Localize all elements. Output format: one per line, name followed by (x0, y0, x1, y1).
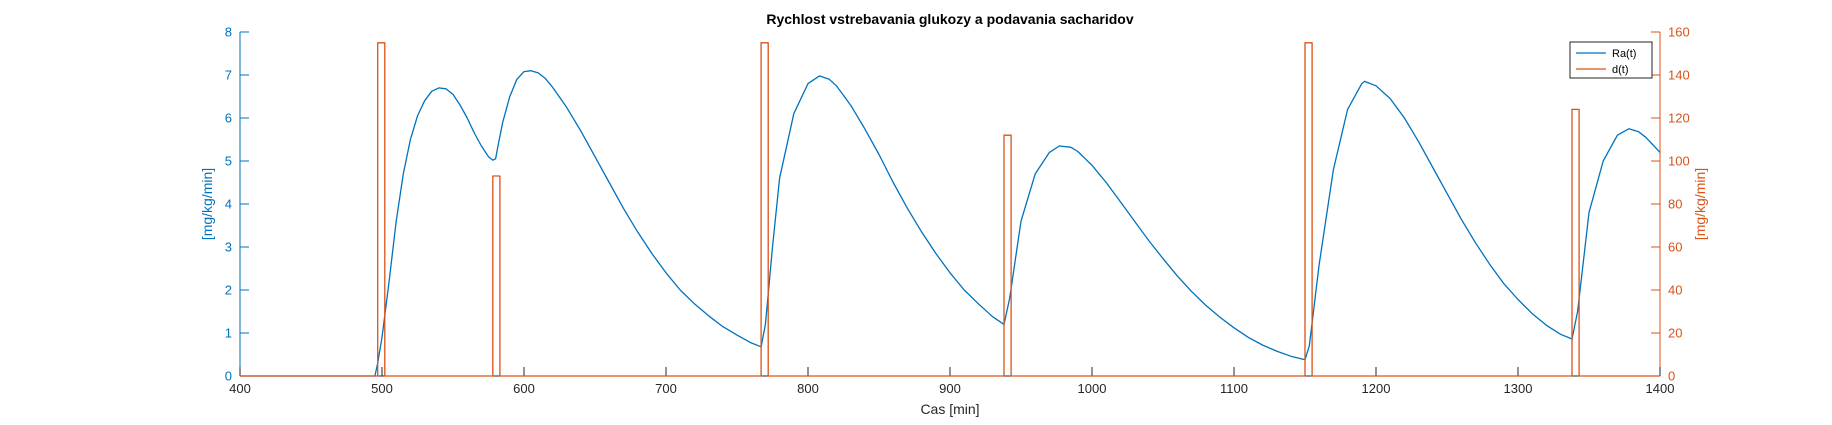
y-axis-left-label: [mg/kg/min] (199, 168, 215, 240)
y-right-tick-label: 140 (1668, 68, 1690, 83)
x-tick-label: 1400 (1646, 381, 1675, 396)
x-tick-label: 700 (655, 381, 677, 396)
series-line-d (240, 42, 1660, 377)
y-axis-right-label: [mg/kg/min] (1692, 168, 1708, 240)
x-tick-label: 1100 (1220, 381, 1248, 396)
x-tick-label: 1300 (1504, 381, 1533, 396)
y-left-tick-label: 3 (225, 240, 232, 255)
y-right-tick-label: 80 (1668, 197, 1682, 212)
x-tick-label: 900 (939, 381, 961, 396)
y-right-tick-label: 160 (1668, 25, 1690, 40)
legend-box (1569, 41, 1653, 79)
y-left-tick-label: 4 (225, 197, 232, 212)
chart-title: Rychlost vstrebavania glukozy a podavani… (766, 11, 1133, 27)
y-right-tick-label: 100 (1668, 154, 1690, 169)
y-right-tick-label: 120 (1668, 111, 1690, 126)
x-tick-label: 800 (797, 381, 819, 396)
y-right-tick-label: 20 (1668, 326, 1682, 341)
x-tick-label: 500 (371, 381, 393, 396)
legend: Ra(t) d(t) (1569, 41, 1653, 79)
y-right-tick-label: 0 (1668, 369, 1675, 384)
y-left-tick-label: 6 (225, 111, 232, 126)
y-left-tick-label: 7 (225, 68, 232, 83)
x-tick-label: 600 (513, 381, 535, 396)
legend-label: Ra(t) (1612, 48, 1636, 60)
x-axis-label: Cas [min] (920, 401, 979, 417)
y-left-tick-label: 5 (225, 154, 232, 169)
x-tick-label: 400 (229, 381, 251, 396)
legend-label: d(t) (1612, 64, 1629, 76)
y-left-tick-label: 2 (225, 283, 232, 298)
y-left-tick-label: 0 (225, 369, 232, 384)
axes-layer: 400 500 600 700 800 900 1000 1100 1200 1300 140001… (225, 25, 1690, 397)
plot-layer (240, 42, 1661, 377)
y-left-tick-label: 8 (225, 25, 232, 40)
x-tick-label: 1000 (1078, 381, 1107, 396)
series-line-ra (240, 70, 1661, 377)
x-tick-label: 1200 (1362, 381, 1391, 396)
y-right-tick-label: 40 (1668, 283, 1682, 298)
y-left-tick-label: 1 (225, 326, 232, 341)
y-right-tick-label: 60 (1668, 240, 1682, 255)
